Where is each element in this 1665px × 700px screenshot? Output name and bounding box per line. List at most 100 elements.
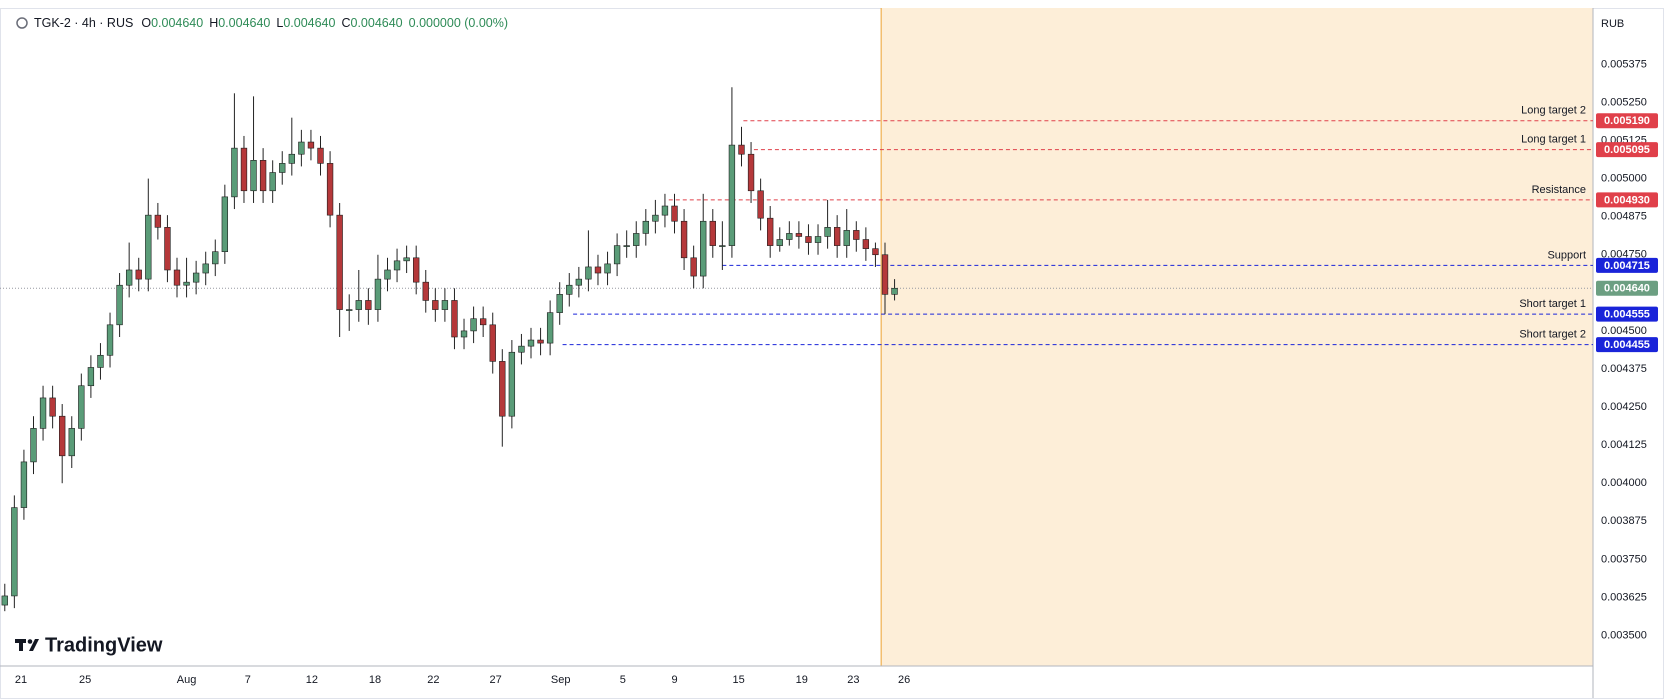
level-price-box	[1596, 337, 1658, 353]
plot-layer: 0.0053750.0052500.0051250.0050000.004875…	[0, 58, 1658, 686]
y-tick-label: 0.004500	[1601, 325, 1647, 337]
y-tick-label: 0.004875	[1601, 211, 1647, 223]
candle-body	[250, 160, 257, 192]
candle-body	[853, 230, 860, 240]
x-tick-label: 7	[245, 674, 251, 686]
candle-body	[87, 367, 95, 387]
level-price-label: 0.004555	[1604, 309, 1650, 321]
y-tick-label: 0.005375	[1601, 58, 1647, 70]
ohlc-value: 0.004640	[351, 16, 403, 30]
candle-body	[1, 595, 8, 606]
candle-body	[384, 269, 391, 280]
candle-body	[805, 236, 812, 243]
currency: RUB	[1601, 18, 1624, 30]
candle-body	[135, 269, 142, 280]
level-price-box	[1596, 257, 1658, 273]
candle-body	[489, 324, 496, 362]
y-tick-label: 0.004000	[1601, 477, 1647, 489]
candle-body	[374, 278, 382, 310]
candle-body	[881, 254, 889, 295]
candle-body	[661, 205, 669, 216]
last-price-label: 0.004640	[1604, 283, 1650, 295]
logo-part	[29, 639, 39, 651]
candle-body	[757, 190, 764, 219]
candle-body	[700, 220, 707, 277]
candle-body	[78, 385, 85, 429]
candle-body	[479, 318, 487, 326]
candle-body	[125, 269, 133, 286]
candle-body	[451, 300, 458, 338]
x-tick-label: 12	[306, 674, 318, 686]
change: 0.000000 (0.00%)	[409, 16, 508, 30]
candle-body	[814, 236, 822, 243]
candle-body	[355, 300, 362, 310]
candle-body	[346, 309, 353, 311]
candle-body	[20, 461, 28, 508]
candle-body	[652, 214, 659, 222]
background-layer	[880, 8, 1593, 666]
candle-body	[537, 339, 544, 344]
candle-body	[164, 227, 171, 271]
x-tick-label: 26	[898, 674, 910, 686]
last-price-box	[1596, 280, 1658, 296]
x-tick-label: 23	[847, 674, 859, 686]
candle-body	[594, 266, 602, 274]
level-name: Short target 1	[1519, 298, 1586, 310]
candle-body	[173, 269, 181, 286]
level-price-label: 0.005190	[1604, 115, 1650, 127]
level-name: Support	[1547, 249, 1586, 261]
level-price-label: 0.005095	[1604, 144, 1650, 156]
ohlc-key: C	[341, 16, 350, 30]
y-tick-label: 0.005250	[1601, 96, 1647, 108]
header-text: TGK-2 · 4h · RUS O0.004640 H0.004640 L0.004…	[34, 16, 508, 30]
candle-body	[546, 312, 554, 344]
candle-body	[183, 281, 190, 286]
ohlc-key: H	[209, 16, 218, 30]
candle-body	[393, 260, 401, 271]
candle-body	[145, 214, 152, 280]
candle-body	[432, 300, 439, 310]
x-tick-label: 18	[369, 674, 381, 686]
candle-body	[307, 141, 315, 149]
candle-body	[39, 397, 47, 429]
candle-body	[556, 294, 563, 313]
candle-body	[824, 227, 831, 237]
header: TGK-2 · 4h · RUS O0.004640 H0.004640 L0.004…	[16, 16, 508, 30]
x-tick-label: 5	[620, 674, 626, 686]
level-name: Resistance	[1532, 184, 1586, 196]
candle-body	[642, 220, 649, 234]
x-tick-label: 19	[796, 674, 808, 686]
ohlc-value: 0.004640	[218, 16, 270, 30]
candle-body	[231, 147, 238, 198]
candle-body	[843, 230, 850, 246]
candle-body	[833, 227, 841, 246]
watermark-text: TradingView	[45, 634, 163, 656]
candle-body	[470, 318, 477, 332]
candle-body	[288, 153, 295, 164]
candle-body	[106, 324, 114, 356]
candle-body	[613, 245, 621, 265]
x-tick-label: Sep	[551, 674, 571, 686]
candle-body	[738, 144, 745, 155]
y-tick-label: 0.003500	[1601, 629, 1647, 641]
candle-body	[747, 153, 755, 192]
candle-body	[116, 284, 123, 326]
candle-body	[317, 147, 324, 164]
candle-body	[259, 160, 267, 192]
candle-body	[298, 141, 305, 155]
frame	[0, 8, 1664, 699]
level-price-box	[1596, 192, 1658, 208]
candle-body	[499, 361, 506, 417]
candle-body	[240, 147, 248, 192]
candle-body	[336, 214, 343, 310]
y-tick-label: 0.003625	[1601, 591, 1647, 603]
candle-body	[623, 245, 630, 247]
candle-body	[786, 233, 793, 240]
candle-body	[671, 205, 678, 222]
y-tick-label: 0.003750	[1601, 553, 1647, 565]
watermark: TradingView	[15, 634, 163, 656]
candle-body	[279, 163, 286, 173]
candle-body	[212, 251, 219, 265]
level-price-label: 0.004715	[1604, 260, 1650, 272]
